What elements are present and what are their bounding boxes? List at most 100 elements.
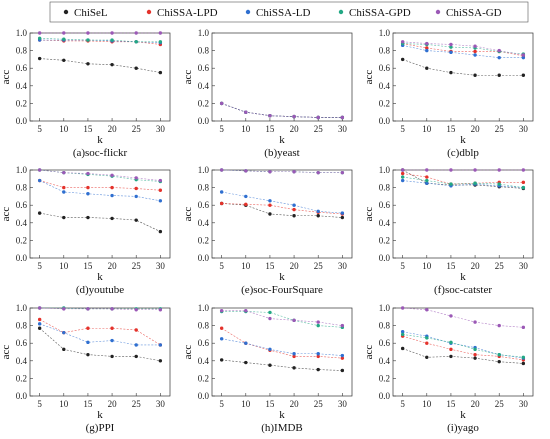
data-point-chissa-lpd bbox=[292, 354, 296, 359]
data-point-chisel bbox=[449, 70, 453, 75]
series-chissa-ld bbox=[37, 178, 163, 203]
x-tick-label: 15 bbox=[83, 124, 93, 134]
series-line-chissa-lpd bbox=[402, 335, 524, 361]
series-line-chissa-ld bbox=[402, 180, 524, 188]
data-point-chissa-gd bbox=[110, 31, 114, 35]
data-point-chissa-gd bbox=[268, 316, 272, 321]
x-tick-label: 5 bbox=[219, 261, 224, 271]
series-chissa-gd bbox=[219, 308, 345, 328]
series-chisel bbox=[37, 211, 163, 234]
data-point-chisel bbox=[292, 366, 296, 370]
data-point-chissa-lpd bbox=[158, 188, 163, 192]
series-line-chissa-ld bbox=[39, 39, 161, 43]
data-point-chissa-gd bbox=[449, 314, 453, 318]
data-point-chissa-ld bbox=[86, 340, 90, 345]
y-tick-label: 0.4 bbox=[198, 356, 210, 366]
series-chissa-gpd bbox=[37, 36, 163, 44]
x-tick-label: 20 bbox=[108, 399, 118, 409]
y-tick-label: 0.0 bbox=[198, 116, 210, 126]
series-line-chissa-gd bbox=[39, 169, 161, 181]
x-tick-label: 25 bbox=[495, 399, 505, 409]
data-point-chissa-ld bbox=[158, 343, 163, 347]
data-point-chissa-gd bbox=[521, 168, 526, 172]
data-point-chissa-ld bbox=[425, 48, 429, 53]
data-point-chissa-ld bbox=[340, 353, 345, 358]
series-line-chissa-gd bbox=[221, 103, 343, 118]
series-line-chissa-ld bbox=[221, 191, 343, 214]
x-tick-label: 5 bbox=[37, 261, 42, 271]
y-tick-label: 0.6 bbox=[16, 338, 28, 348]
data-point-chissa-gd bbox=[425, 41, 429, 46]
panel-caption: (b)yeast bbox=[264, 147, 299, 159]
x-axis-label: k bbox=[460, 134, 466, 146]
x-axis-label: k bbox=[279, 409, 285, 421]
series-line-chisel bbox=[402, 59, 524, 76]
data-point-chissa-lpd bbox=[86, 326, 90, 330]
series-line-chisel bbox=[402, 348, 524, 364]
series-chisel bbox=[219, 358, 345, 373]
legend-marker-chissa-lpd bbox=[146, 9, 152, 15]
legend: ChiSeL ChiSSA-LPD ChiSSA-LD ChiSSA-GPD ChiSS… bbox=[49, 1, 529, 23]
series-line-chissa-gd bbox=[39, 307, 161, 311]
x-axis-label: k bbox=[460, 409, 466, 421]
series-chissa-gd bbox=[37, 306, 163, 312]
series-line-chissa-gd bbox=[221, 169, 343, 173]
y-axis-label: acc bbox=[0, 345, 12, 360]
y-tick-label: 0.2 bbox=[198, 373, 209, 383]
y-tick-label: 0.2 bbox=[16, 373, 27, 383]
data-point-chissa-gpd bbox=[134, 40, 138, 44]
data-point-chisel bbox=[268, 363, 272, 367]
panel-f-soc-catster: 0.0 0.2 0.4 0.6 0.8 1.0 5 10 15 20 25 30 k acc (f)soc-… bbox=[363, 165, 534, 296]
y-tick-label: 0.0 bbox=[198, 391, 210, 401]
data-point-chissa-lpd bbox=[37, 317, 42, 322]
series-line-chissa-gd bbox=[221, 310, 343, 326]
data-point-chissa-gpd bbox=[521, 355, 526, 359]
y-tick-label: 0.2 bbox=[198, 98, 209, 108]
y-tick-label: 0.8 bbox=[379, 183, 391, 193]
x-tick-label: 20 bbox=[290, 124, 300, 134]
legend-marker-chisel bbox=[63, 9, 69, 15]
series-chissa-ld bbox=[219, 190, 345, 215]
y-tick-label: 0.8 bbox=[16, 183, 28, 193]
panel-c-dblp: 0.0 0.2 0.4 0.6 0.8 1.0 5 10 15 20 25 30 k acc (c)dblp bbox=[363, 28, 534, 159]
data-point-chissa-gd bbox=[37, 31, 42, 35]
data-point-chisel bbox=[400, 57, 405, 62]
data-point-chissa-lpd bbox=[219, 201, 224, 206]
panel-caption: (f)soc-catster bbox=[434, 284, 492, 296]
data-point-chisel bbox=[86, 62, 90, 66]
series-line-chissa-ld bbox=[39, 323, 161, 346]
data-point-chissa-gd bbox=[219, 308, 224, 313]
y-axis-label: acc bbox=[182, 207, 194, 222]
x-tick-label: 20 bbox=[108, 124, 118, 134]
series-line-chissa-lpd bbox=[39, 180, 161, 191]
y-tick-label: 0.2 bbox=[379, 373, 390, 383]
x-tick-label: 30 bbox=[338, 124, 348, 134]
data-point-chissa-ld bbox=[292, 203, 296, 207]
x-tick-label: 10 bbox=[241, 124, 251, 134]
data-point-chisel bbox=[340, 368, 345, 373]
data-point-chisel bbox=[134, 66, 138, 70]
x-tick-label: 15 bbox=[446, 261, 456, 271]
x-tick-label: 15 bbox=[446, 124, 456, 134]
series-chisel bbox=[400, 57, 526, 77]
y-tick-label: 0.0 bbox=[379, 116, 391, 126]
x-tick-label: 25 bbox=[314, 399, 324, 409]
data-point-chisel bbox=[244, 360, 248, 365]
data-point-chisel bbox=[62, 215, 66, 220]
y-tick-label: 0.4 bbox=[379, 356, 391, 366]
data-point-chissa-ld bbox=[86, 192, 90, 196]
data-point-chissa-gd bbox=[340, 115, 345, 120]
data-point-chissa-gd bbox=[497, 168, 501, 172]
x-tick-label: 25 bbox=[132, 124, 142, 134]
data-point-chissa-ld bbox=[134, 343, 138, 347]
data-point-chissa-gpd bbox=[497, 182, 501, 186]
legend-frame bbox=[49, 1, 529, 23]
data-point-chissa-gpd bbox=[158, 40, 163, 44]
x-tick-label: 15 bbox=[265, 399, 275, 409]
data-point-chissa-ld bbox=[244, 194, 248, 199]
data-point-chissa-gd bbox=[521, 53, 526, 57]
y-tick-label: 0.4 bbox=[198, 81, 210, 91]
data-point-chisel bbox=[497, 359, 501, 364]
data-point-chissa-ld bbox=[37, 178, 42, 183]
panel-b-yeast: 0.0 0.2 0.4 0.6 0.8 1.0 5 10 15 20 25 30 k acc (b)yeas… bbox=[182, 28, 353, 159]
